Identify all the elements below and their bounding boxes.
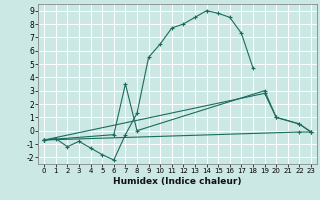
X-axis label: Humidex (Indice chaleur): Humidex (Indice chaleur) xyxy=(113,177,242,186)
